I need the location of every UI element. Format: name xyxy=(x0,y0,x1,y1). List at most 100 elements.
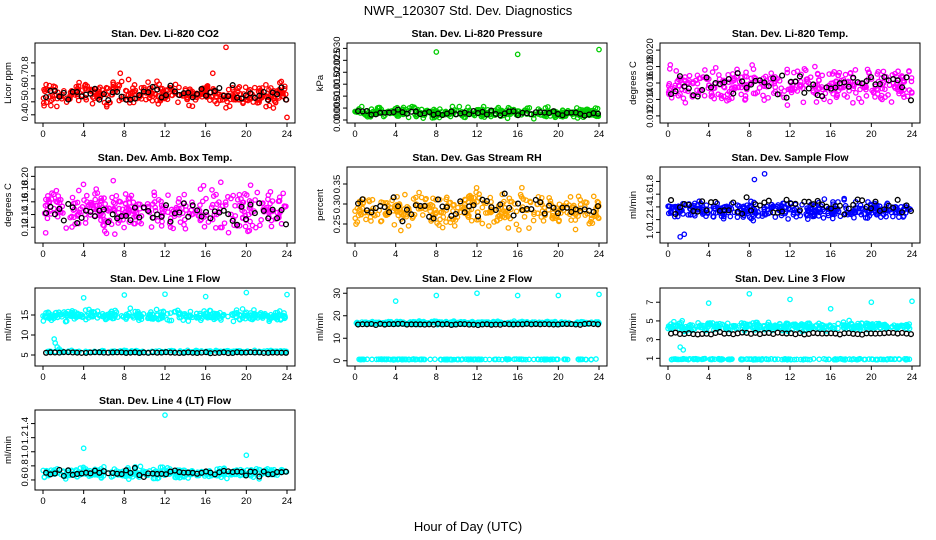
y-tick-label: 0.5 xyxy=(20,95,31,108)
main-point xyxy=(176,309,183,316)
main-point xyxy=(115,209,122,216)
check-point xyxy=(211,88,218,95)
check-point xyxy=(140,204,147,211)
main-point xyxy=(791,69,797,76)
y-tick-label: 0.015 xyxy=(332,72,343,96)
panel-title: Stan. Dev. Line 2 Flow xyxy=(422,273,533,285)
main-point xyxy=(230,192,237,199)
main-point xyxy=(908,78,915,85)
y-tick-label: 1.8 xyxy=(645,175,656,188)
main-point xyxy=(110,177,117,184)
check-point xyxy=(260,468,267,475)
main-point xyxy=(41,88,48,95)
main-point xyxy=(131,82,138,88)
main-point xyxy=(756,322,763,329)
main-point xyxy=(181,221,187,228)
check-point xyxy=(78,214,85,221)
main-point xyxy=(854,205,861,211)
main-point xyxy=(872,202,878,208)
main-point xyxy=(762,73,769,80)
main-point xyxy=(751,74,758,81)
main-point xyxy=(447,219,454,226)
main-point xyxy=(812,63,818,70)
main-point xyxy=(850,99,856,106)
main-point xyxy=(671,213,678,220)
panel-title: Stan. Dev. Line 1 Flow xyxy=(110,273,221,285)
extra-band-point xyxy=(542,356,549,363)
x-tick-label: 8 xyxy=(122,496,127,507)
check-point xyxy=(492,206,499,214)
extra-band-point xyxy=(492,356,499,363)
main-point xyxy=(101,222,107,229)
main-point xyxy=(140,86,147,93)
main-point xyxy=(893,324,900,331)
check-point xyxy=(550,108,557,115)
main-point xyxy=(863,93,870,99)
outlier-point xyxy=(677,344,684,350)
check-point xyxy=(74,88,81,96)
check-point xyxy=(483,111,490,118)
main-point xyxy=(765,94,771,101)
main-point xyxy=(187,308,194,315)
main-point xyxy=(894,86,901,93)
main-point xyxy=(217,179,224,186)
y-tick-label: 1.2 xyxy=(645,213,656,226)
check-point xyxy=(907,331,915,338)
check-point xyxy=(47,203,54,210)
main-point xyxy=(666,80,673,87)
x-tick-label: 12 xyxy=(472,249,483,260)
check-point xyxy=(510,212,517,219)
check-point xyxy=(87,208,94,215)
check-point xyxy=(845,205,852,212)
check-point xyxy=(394,106,402,113)
y-tick-label: 0.30 xyxy=(332,195,343,214)
outlier-point xyxy=(433,292,440,299)
main-point xyxy=(234,196,241,203)
y-axis-label: ml/min xyxy=(628,191,639,219)
main-point xyxy=(98,195,105,202)
main-point xyxy=(519,184,525,191)
main-point xyxy=(815,77,822,83)
main-point xyxy=(88,312,95,319)
check-point xyxy=(140,473,147,480)
main-point xyxy=(848,320,855,327)
main-point xyxy=(809,213,816,220)
main-point xyxy=(724,91,731,98)
extra-band-point xyxy=(738,356,744,363)
main-point xyxy=(258,217,265,223)
main-point xyxy=(52,310,59,316)
main-point xyxy=(184,96,190,103)
check-point xyxy=(51,211,58,218)
check-point xyxy=(457,198,464,205)
x-tick-label: 0 xyxy=(665,249,670,260)
main-point xyxy=(111,231,118,237)
check-point xyxy=(672,88,679,95)
main-point xyxy=(235,85,241,92)
main-point xyxy=(420,115,427,121)
check-point xyxy=(60,217,67,224)
x-tick-label: 8 xyxy=(122,129,127,140)
main-point xyxy=(175,199,182,205)
check-point xyxy=(91,85,98,92)
main-point xyxy=(530,217,537,224)
main-point xyxy=(127,305,134,312)
check-point xyxy=(65,467,72,474)
x-tick-label: 16 xyxy=(200,129,211,140)
main-point xyxy=(513,208,520,215)
extra-band-point xyxy=(441,356,447,363)
outlier-point xyxy=(80,445,87,452)
main-point xyxy=(712,64,719,71)
x-tick-label: 12 xyxy=(160,249,171,260)
main-point xyxy=(748,198,754,205)
main-point xyxy=(791,209,797,216)
check-point xyxy=(220,207,227,214)
outlier-point xyxy=(761,170,768,177)
main-point xyxy=(841,92,848,98)
check-point xyxy=(158,213,165,220)
y-tick-label: 0.018 xyxy=(645,55,656,79)
check-point xyxy=(694,208,701,215)
main-point xyxy=(229,84,236,91)
main-point xyxy=(224,98,231,105)
main-point xyxy=(232,202,238,209)
